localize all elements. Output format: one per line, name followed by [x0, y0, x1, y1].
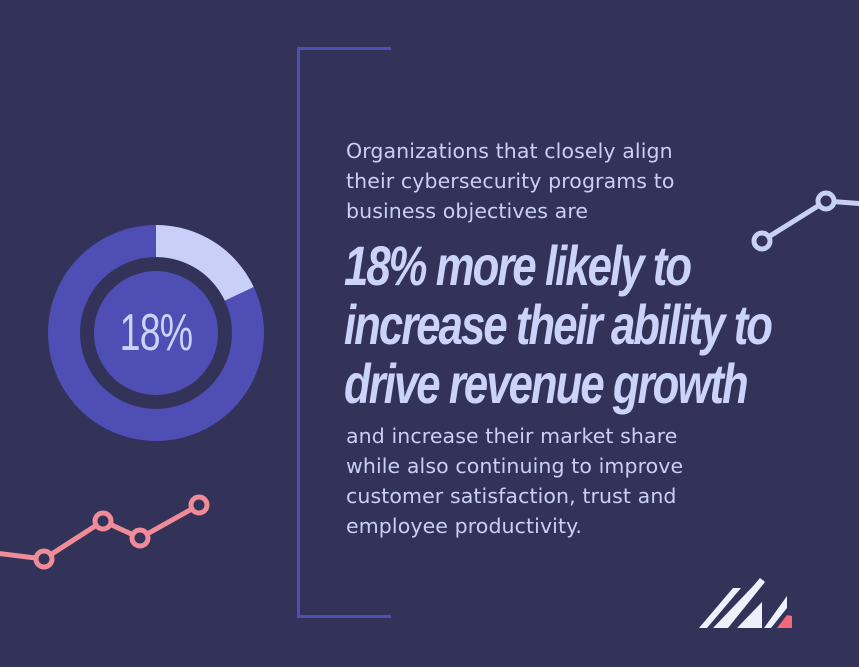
outro-text: and increase their market share while al… — [346, 421, 766, 541]
headline-line: increase their ability to — [344, 293, 773, 356]
outro-line: customer satisfaction, trust and — [346, 484, 677, 508]
outro-line: employee productivity. — [346, 514, 583, 538]
intro-text: Organizations that closely align their c… — [346, 136, 766, 226]
outro-line: while also continuing to improve — [346, 454, 684, 478]
brand-logo-icon — [699, 578, 792, 628]
donut-value-label: 18% — [119, 304, 193, 362]
donut-chart — [48, 225, 264, 441]
lavender-trend-line-icon — [751, 190, 859, 252]
donut-inner-disc — [94, 271, 218, 395]
bracket-frame — [297, 47, 391, 618]
intro-line: their cybersecurity programs to — [346, 169, 675, 193]
intro-line: Organizations that closely align — [346, 139, 673, 163]
donut-ring-highlight — [156, 225, 254, 301]
outro-line: and increase their market share — [346, 424, 678, 448]
headline-stat: 18% more likely to increase their abilit… — [344, 234, 773, 415]
headline-line: 18% more likely to — [344, 234, 692, 297]
pink-trend-line-icon — [0, 494, 210, 570]
intro-line: business objectives are — [346, 199, 589, 223]
headline-line: drive revenue growth — [344, 352, 749, 415]
